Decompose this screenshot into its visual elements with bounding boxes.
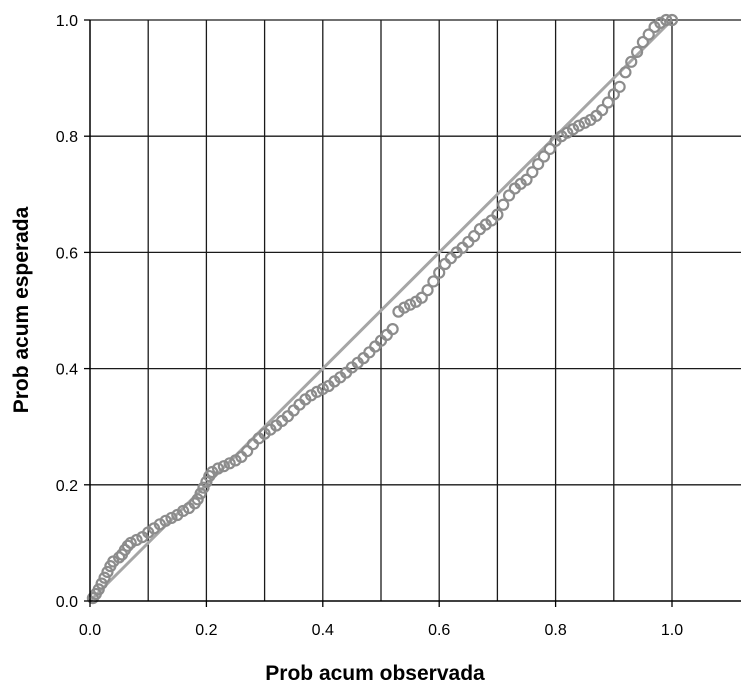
y-tick-label: 0.0 (56, 594, 78, 611)
data-point (95, 577, 108, 590)
data-point (491, 208, 504, 221)
data-point (625, 55, 638, 68)
data-point (369, 340, 382, 353)
x-axis-title: Prob acum observada (265, 662, 485, 685)
data-point (223, 457, 236, 470)
x-tick-label: 0.6 (428, 622, 450, 639)
data-point (642, 28, 655, 41)
data-point (596, 103, 609, 117)
x-tick-label: 1.0 (661, 622, 683, 639)
data-point (310, 385, 324, 398)
y-tick-label: 0.2 (56, 478, 78, 495)
data-point (241, 445, 254, 458)
data-point (607, 88, 620, 101)
data-point (665, 13, 679, 27)
data-point (124, 536, 137, 550)
data-point (444, 252, 457, 265)
data-point (217, 460, 230, 473)
data-point (404, 298, 417, 311)
data-point (497, 198, 510, 211)
data-point (520, 173, 533, 186)
data-point (177, 504, 190, 518)
data-point (613, 80, 626, 93)
data-point (194, 487, 207, 500)
data-point (191, 493, 204, 506)
data-point (380, 328, 393, 342)
axes (84, 19, 741, 607)
data-point (660, 13, 673, 27)
data-point (316, 382, 329, 396)
data-point (537, 150, 551, 163)
data-point (386, 322, 399, 336)
data-point (468, 230, 481, 243)
data-point (543, 142, 556, 156)
data-point (438, 257, 452, 271)
x-tick-label: 0.4 (312, 622, 334, 639)
data-point (532, 157, 545, 171)
y-axis-title: Prob acum esperada (10, 206, 33, 413)
y-tick-label: 1.0 (56, 13, 78, 30)
x-tick-label: 0.0 (79, 622, 101, 639)
data-point (398, 301, 411, 314)
data-point (636, 35, 650, 49)
data-point (246, 438, 260, 451)
x-tick-label: 0.8 (544, 622, 566, 639)
data-point (121, 539, 134, 552)
data-point (130, 533, 143, 547)
data-point (165, 511, 178, 525)
data-point (572, 119, 585, 132)
data-point (415, 291, 428, 304)
data-point (619, 66, 632, 79)
data-point (363, 346, 376, 359)
data-point (98, 571, 111, 584)
data-point (421, 284, 434, 297)
data-points (86, 13, 679, 605)
data-point (433, 266, 446, 279)
data-point (462, 235, 475, 249)
data-point (197, 481, 210, 494)
data-point (287, 404, 300, 417)
data-point (112, 551, 126, 564)
data-point (630, 45, 644, 59)
x-tick-label: 0.2 (195, 622, 217, 639)
tick-labels: 0.0 0.2 0.4 0.6 0.8 1.0 0.0 0.2 0.4 0.6 0.8 1.0 (56, 13, 683, 639)
data-point (211, 462, 225, 475)
data-point (526, 166, 539, 179)
data-point (159, 514, 172, 527)
y-tick-label: 0.4 (56, 362, 78, 379)
data-point (578, 116, 591, 129)
data-point (101, 565, 114, 579)
data-point (427, 275, 440, 288)
data-point (200, 475, 213, 488)
data-point (601, 96, 615, 109)
y-tick-label: 0.8 (56, 129, 78, 146)
y-tick-label: 0.6 (56, 245, 78, 262)
data-point (654, 16, 667, 30)
data-point (502, 189, 516, 202)
data-point (92, 583, 105, 596)
